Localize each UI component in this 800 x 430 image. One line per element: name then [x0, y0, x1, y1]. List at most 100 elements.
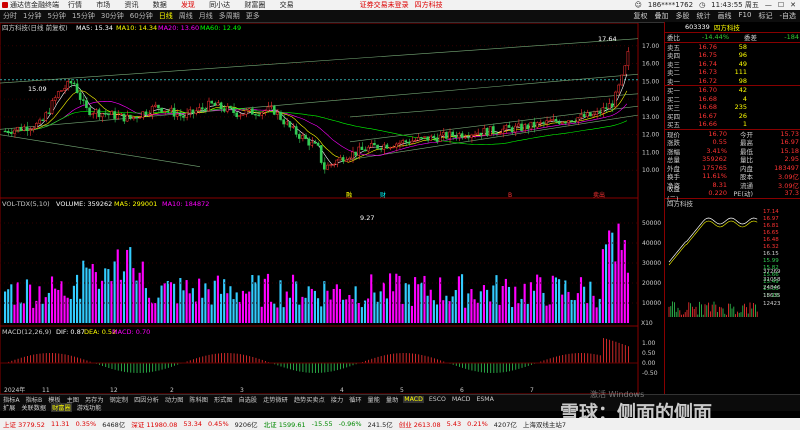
volume-bar [423, 275, 426, 323]
indicator-tab[interactable]: 四因分析 [134, 396, 159, 404]
intraday-mini-chart[interactable]: 17.1416.9716.8116.6516.4816.3216.1515.99… [665, 206, 800, 319]
period-tab[interactable]: 分时 [3, 12, 17, 20]
indicator-tab[interactable]: 另存为 [84, 396, 104, 404]
volume-bar [238, 301, 241, 323]
macd-axis-tick: -0.50 [642, 370, 658, 377]
period-tab[interactable]: 60分钟 [129, 12, 153, 20]
chart-tool-button[interactable]: 统计 [696, 12, 711, 20]
period-tab[interactable]: 周线 [178, 12, 193, 20]
menu-item[interactable]: 交易 [279, 1, 294, 9]
indicator-tab[interactable]: 主图 [66, 396, 79, 404]
indicator-tab[interactable]: 模板 [48, 396, 61, 404]
extension-tab[interactable]: 游戏功能 [76, 404, 102, 412]
period-tab[interactable]: 5分钟 [47, 12, 66, 20]
indicator-tab[interactable]: 走势微研 [263, 396, 288, 404]
quote-level[interactable]: 卖二 16.73 111 [665, 68, 800, 77]
menu-item-active[interactable]: 发现 [180, 1, 195, 9]
user-icon[interactable]: ☺ [634, 1, 642, 9]
phone-number[interactable]: 186****1762 [647, 1, 694, 9]
candle [210, 100, 213, 104]
volume-bar [439, 277, 442, 323]
chart-tool-button[interactable]: F10 [738, 11, 752, 19]
period-tab[interactable]: 15分钟 [71, 12, 95, 20]
volume-bar [363, 300, 367, 323]
indicator-tab[interactable]: 接力 [330, 396, 344, 404]
chart-tool-button[interactable]: 画线 [717, 12, 732, 20]
quote-level[interactable]: 买三 16.68 235 [665, 103, 800, 112]
candle [382, 144, 386, 150]
menu-item[interactable]: 财富圈 [244, 1, 266, 9]
extension-tab[interactable]: 财富圈 [51, 402, 72, 412]
quote-level[interactable]: 买五 16.66 1 [665, 120, 800, 129]
quote-level[interactable]: 买四 16.67 26 [665, 112, 800, 121]
chart-tool-button[interactable]: 标记 [758, 12, 773, 20]
level-volume: 42 [738, 86, 747, 95]
marker-b[interactable]: B [508, 192, 512, 199]
volume-bar [113, 261, 116, 323]
marker-rong[interactable]: 融 [346, 191, 352, 199]
marker-cai[interactable]: 财 [380, 191, 386, 199]
candle [413, 139, 417, 142]
indicator-tab[interactable]: ESCO [428, 395, 446, 403]
maximize-icon[interactable]: ☐ [777, 1, 785, 9]
candle [363, 149, 367, 152]
minimize-icon[interactable]: — [764, 1, 772, 9]
chart-tool-button[interactable]: 复权 [633, 12, 648, 20]
quote-level[interactable]: 卖四 16.75 96 [665, 51, 800, 60]
volume-bar [451, 296, 454, 323]
volume-bar [232, 299, 235, 323]
period-tab[interactable]: 1分钟 [23, 12, 42, 20]
extension-tab[interactable]: 扩展 [3, 404, 16, 412]
period-tab[interactable]: 月线 [198, 12, 213, 20]
marker-sell[interactable]: 卖出 [593, 191, 605, 199]
period-tab[interactable]: 30分钟 [100, 12, 124, 20]
indicator-tab[interactable]: 指标B [25, 396, 43, 404]
candle [153, 104, 157, 107]
menu-item[interactable]: 资讯 [124, 1, 139, 9]
period-tab[interactable]: 更多 [245, 12, 260, 20]
indicator-tab[interactable]: 钢定制 [109, 396, 129, 404]
candle [476, 132, 480, 136]
kline-chart-area[interactable]: 17.00 16.00 15.00 14.00 13.00 12.00 11.00 10.00… [0, 23, 664, 394]
indicator-tab[interactable]: 量能 [367, 396, 380, 404]
indicator-tab[interactable]: 自选股 [238, 396, 258, 404]
period-tab[interactable]: 日线 [158, 12, 173, 20]
volume-bar [626, 272, 629, 323]
candle [495, 132, 498, 135]
candle [479, 132, 483, 136]
chart-tool-button[interactable]: -自选 [779, 12, 796, 20]
menu-item[interactable]: 行情 [68, 1, 82, 9]
quote-level[interactable]: 卖一 16.72 98 [665, 77, 800, 86]
quote-level[interactable]: 买二 16.68 4 [665, 95, 800, 104]
indicator-tab[interactable]: 趋势买卖点 [293, 396, 325, 404]
indicator-tab[interactable]: 循环 [349, 396, 362, 404]
menu-item[interactable]: 同小达 [209, 1, 231, 9]
indicator-tab[interactable]: ESMA [476, 395, 494, 403]
indicator-tab[interactable]: 指标A [3, 396, 20, 404]
indicator-tab[interactable]: 动力图 [164, 396, 184, 404]
quote-level[interactable]: 买一 16.70 42 [665, 86, 800, 95]
period-tab[interactable]: 多周期 [218, 12, 240, 20]
indicator-tab[interactable]: 形式图 [213, 396, 233, 404]
indicator-tab[interactable]: 陈科图 [189, 396, 208, 404]
menu-item[interactable]: 数据 [152, 1, 167, 9]
menu-item[interactable]: 市场 [96, 1, 111, 9]
close-icon[interactable]: ✕ [790, 1, 796, 9]
stock-tag[interactable]: 四方科技 [414, 1, 443, 9]
status-item: 5.43 [446, 420, 462, 428]
indicator-tab[interactable]: MACD [451, 395, 471, 403]
vol-readout: VOLUME: 359262 [56, 200, 112, 208]
level-price: 16.68 [698, 103, 717, 112]
chart-tool-button[interactable]: 叠加 [654, 12, 669, 20]
indicator-tab[interactable]: MACD [403, 395, 424, 403]
chart-tool-button[interactable]: 多股 [675, 12, 690, 20]
volume-bar [551, 275, 554, 323]
candle [232, 107, 235, 113]
indicator-tab[interactable]: 量助 [385, 396, 399, 404]
quote-level[interactable]: 卖五 16.76 58 [665, 43, 800, 52]
quote-level[interactable]: 卖三 16.74 49 [665, 60, 800, 69]
volume-bar [285, 291, 288, 323]
extension-tab[interactable]: 关联数据 [21, 404, 47, 412]
login-notice[interactable]: 证券交易未登录 [359, 1, 409, 9]
candle [244, 110, 248, 115]
